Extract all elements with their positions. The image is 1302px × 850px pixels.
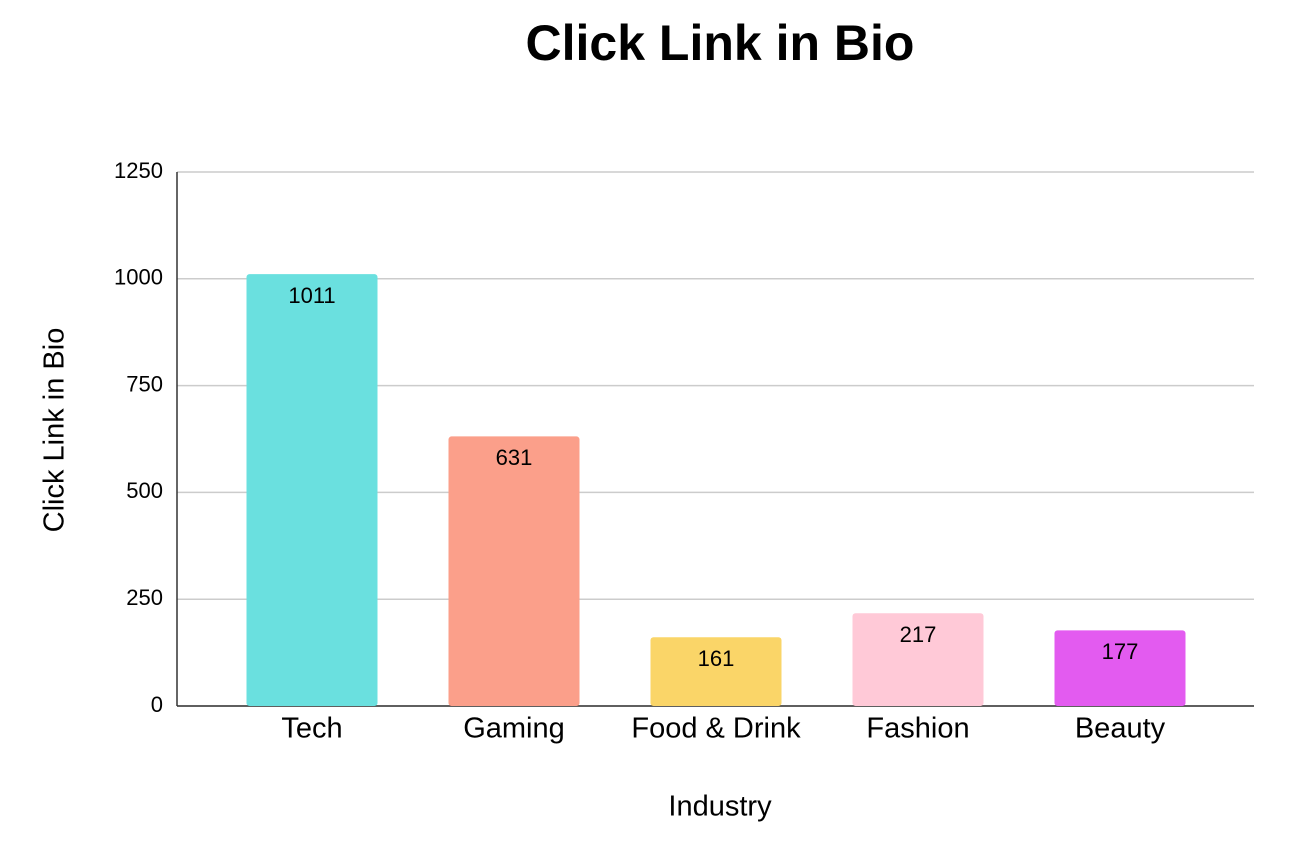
- y-axis-title: Click Link in Bio: [39, 328, 71, 533]
- bar: [852, 613, 984, 706]
- value-label: 217: [900, 622, 937, 647]
- x-tick-label: Beauty: [1075, 713, 1166, 745]
- y-tick-label: 0: [151, 692, 163, 717]
- x-tick-label: Gaming: [463, 713, 565, 745]
- x-tick-label: Food & Drink: [631, 713, 801, 745]
- y-tick-label: 1250: [114, 158, 163, 183]
- x-tick-label: Tech: [281, 713, 342, 745]
- x-axis-title: Industry: [668, 791, 772, 823]
- value-label: 631: [496, 445, 533, 470]
- y-tick-label: 500: [126, 478, 163, 503]
- y-tick-label: 1000: [114, 265, 163, 290]
- chart-title: Click Link in Bio: [526, 15, 915, 71]
- value-label: 1011: [288, 283, 335, 308]
- value-label: 161: [698, 646, 735, 671]
- x-tick-label: Fashion: [866, 713, 969, 745]
- y-tick-label: 750: [126, 371, 163, 396]
- y-tick-label: 250: [126, 585, 163, 610]
- bar: [246, 274, 378, 706]
- value-label: 177: [1102, 639, 1139, 664]
- bar: [650, 637, 782, 706]
- bar: [448, 436, 580, 706]
- bar: [1054, 630, 1186, 706]
